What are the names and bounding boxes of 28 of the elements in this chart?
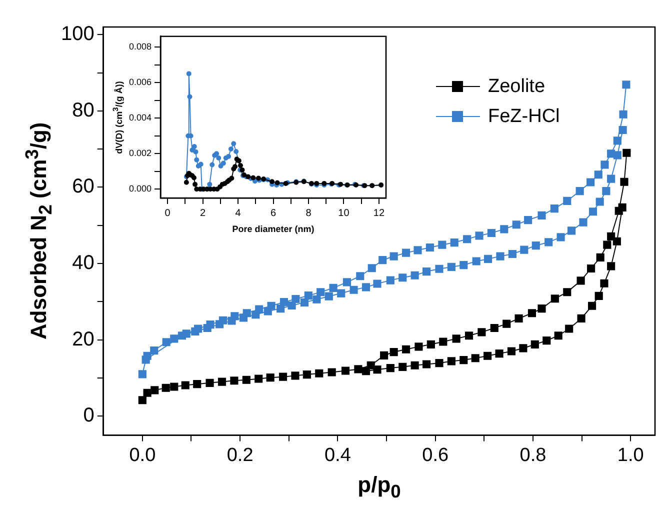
- x-tick-label: 0.6: [422, 444, 449, 466]
- y-tick-label: 100: [60, 23, 94, 46]
- x-tick-label: 4: [235, 208, 242, 219]
- x-tick-label: 6: [270, 208, 276, 219]
- x-tick-label: 12: [373, 208, 385, 219]
- y-tick-label: 60: [72, 176, 94, 198]
- x-tick-label: 0.0: [129, 444, 156, 466]
- y-tick-label: 0: [83, 404, 94, 427]
- y-tick-label: 0.002: [128, 148, 152, 158]
- y-tick-label: 20: [72, 328, 94, 350]
- y-tick-label: 0.006: [128, 77, 152, 88]
- legend-label: FeZ-HCl: [488, 106, 560, 128]
- y-tick-label: 0.004: [128, 112, 152, 123]
- x-axis-title: Pore diameter (nm): [232, 224, 314, 234]
- y-tick-label: 0.000: [128, 184, 152, 194]
- x-tick-label: 1.0: [617, 444, 644, 466]
- x-tick-label: 2: [200, 208, 206, 219]
- y-tick-label: 0.008: [128, 42, 152, 52]
- y-tick-label: 80: [72, 99, 94, 122]
- x-tick-label: 8: [306, 208, 312, 219]
- x-tick-label: 0: [164, 208, 171, 219]
- x-axis-title: p/p$_{0}$: [358, 472, 401, 502]
- x-tick-label: 0.4: [324, 444, 352, 466]
- y-tick-label: 40: [72, 252, 94, 274]
- x-tick-label: 0.8: [520, 444, 546, 466]
- legend-label: Zeolite: [488, 76, 546, 98]
- x-tick-label: 0.2: [226, 444, 254, 466]
- x-tick-label: 10: [338, 208, 350, 219]
